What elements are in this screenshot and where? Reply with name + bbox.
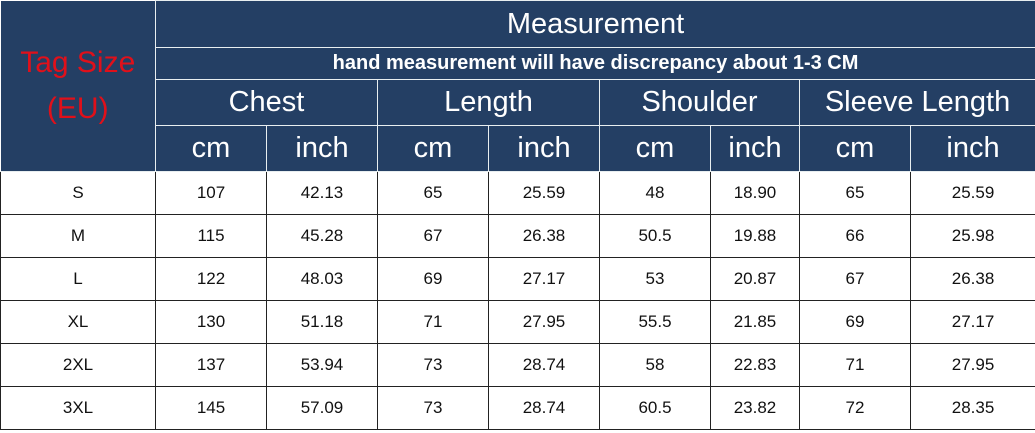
unit-header: cm	[155, 125, 267, 172]
value-cell: 130	[155, 300, 267, 344]
value-cell: 67	[377, 214, 489, 258]
value-cell: 26.38	[488, 214, 600, 258]
value-cell: 28.74	[488, 343, 600, 387]
value-cell: 107	[155, 171, 267, 215]
table-row: XL 130 51.18 71 27.95 55.5 21.85 69 27.17	[0, 300, 1035, 344]
value-cell: 71	[377, 300, 489, 344]
unit-header: cm	[377, 125, 489, 172]
value-cell: 73	[377, 343, 489, 387]
table-row: 3XL 145 57.09 73 28.74 60.5 23.82 72 28.35	[0, 386, 1035, 430]
value-cell: 53.94	[266, 343, 378, 387]
value-cell: 145	[155, 386, 267, 430]
value-cell: 65	[799, 171, 911, 215]
shoulder-header: Shoulder	[599, 79, 800, 126]
value-cell: 27.95	[909, 343, 1035, 387]
size-cell: M	[0, 214, 156, 258]
value-cell: 25.98	[909, 214, 1035, 258]
value-cell: 60.5	[599, 386, 711, 430]
value-cell: 25.59	[909, 171, 1035, 215]
value-cell: 66	[799, 214, 911, 258]
length-header: Length	[377, 79, 600, 126]
value-cell: 27.95	[488, 300, 600, 344]
size-cell: L	[0, 257, 156, 301]
measurement-header: Measurement	[154, 0, 1035, 48]
value-cell: 72	[799, 386, 911, 430]
chest-header: Chest	[155, 79, 378, 126]
value-cell: 58	[599, 343, 711, 387]
value-cell: 122	[155, 257, 267, 301]
unit-header: cm	[599, 125, 711, 172]
tag-size-header: Tag Size (EU)	[0, 0, 156, 172]
sleeve-length-header: Sleeve Length	[798, 79, 1035, 126]
value-cell: 22.83	[710, 343, 800, 387]
value-cell: 55.5	[599, 300, 711, 344]
value-cell: 19.88	[710, 214, 800, 258]
unit-header: cm	[799, 125, 911, 172]
value-cell: 20.87	[710, 257, 800, 301]
value-cell: 48.03	[266, 257, 378, 301]
table-row: M 115 45.28 67 26.38 50.5 19.88 66 25.98	[0, 214, 1035, 258]
value-cell: 28.35	[909, 386, 1035, 430]
unit-header: inch	[909, 125, 1035, 172]
value-cell: 69	[377, 257, 489, 301]
value-cell: 27.17	[909, 300, 1035, 344]
measurement-note: hand measurement will have discrepancy a…	[154, 47, 1035, 80]
value-cell: 23.82	[710, 386, 800, 430]
size-cell: 3XL	[0, 386, 156, 430]
value-cell: 27.17	[488, 257, 600, 301]
value-cell: 42.13	[266, 171, 378, 215]
value-cell: 18.90	[710, 171, 800, 215]
value-cell: 26.38	[909, 257, 1035, 301]
value-cell: 65	[377, 171, 489, 215]
value-cell: 25.59	[488, 171, 600, 215]
unit-header: inch	[266, 125, 378, 172]
value-cell: 115	[155, 214, 267, 258]
unit-header: inch	[488, 125, 600, 172]
value-cell: 48	[599, 171, 711, 215]
value-cell: 71	[799, 343, 911, 387]
size-cell: S	[0, 171, 156, 215]
value-cell: 69	[799, 300, 911, 344]
table-row: S 107 42.13 65 25.59 48 18.90 65 25.59	[0, 171, 1035, 215]
value-cell: 50.5	[599, 214, 711, 258]
value-cell: 45.28	[266, 214, 378, 258]
table-row: L 122 48.03 69 27.17 53 20.87 67 26.38	[0, 257, 1035, 301]
unit-header: inch	[710, 125, 800, 172]
value-cell: 67	[799, 257, 911, 301]
value-cell: 53	[599, 257, 711, 301]
table-row: 2XL 137 53.94 73 28.74 58 22.83 71 27.95	[0, 343, 1035, 387]
value-cell: 51.18	[266, 300, 378, 344]
value-cell: 28.74	[488, 386, 600, 430]
value-cell: 73	[377, 386, 489, 430]
value-cell: 137	[155, 343, 267, 387]
size-cell: 2XL	[0, 343, 156, 387]
value-cell: 21.85	[710, 300, 800, 344]
size-cell: XL	[0, 300, 156, 344]
value-cell: 57.09	[266, 386, 378, 430]
